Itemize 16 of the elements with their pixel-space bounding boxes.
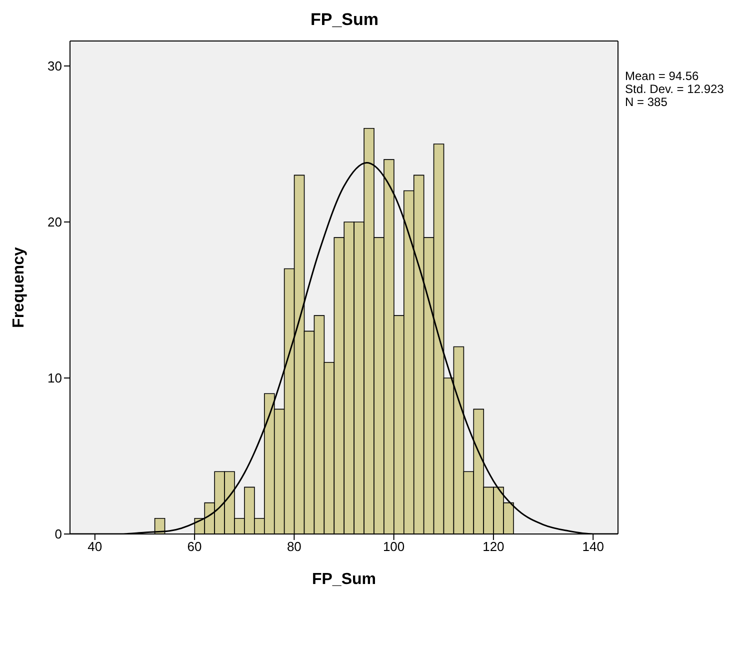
text: N = 385 bbox=[625, 95, 668, 109]
x-tick-label: 40 bbox=[88, 539, 102, 554]
y-tick-label: 0 bbox=[54, 526, 62, 542]
text: Std. Dev. = 12.923 bbox=[625, 82, 724, 96]
y-tick-label: 10 bbox=[48, 370, 62, 386]
x-tick-label: 60 bbox=[187, 539, 202, 554]
text: Mean = 94.56 bbox=[625, 69, 700, 83]
x-axis-title: FP_Sum bbox=[312, 571, 376, 588]
x-tick-label: 140 bbox=[582, 539, 604, 554]
y-tick-label: 20 bbox=[48, 214, 62, 230]
x-tick-label: 120 bbox=[482, 539, 504, 554]
x-tick-label: 80 bbox=[286, 539, 302, 554]
x-tick-label: 100 bbox=[382, 539, 405, 554]
y-axis-title: Frequency bbox=[10, 246, 28, 328]
y-tick-label: 30 bbox=[48, 58, 62, 74]
chart-title: FP_Sum bbox=[309, 10, 380, 30]
